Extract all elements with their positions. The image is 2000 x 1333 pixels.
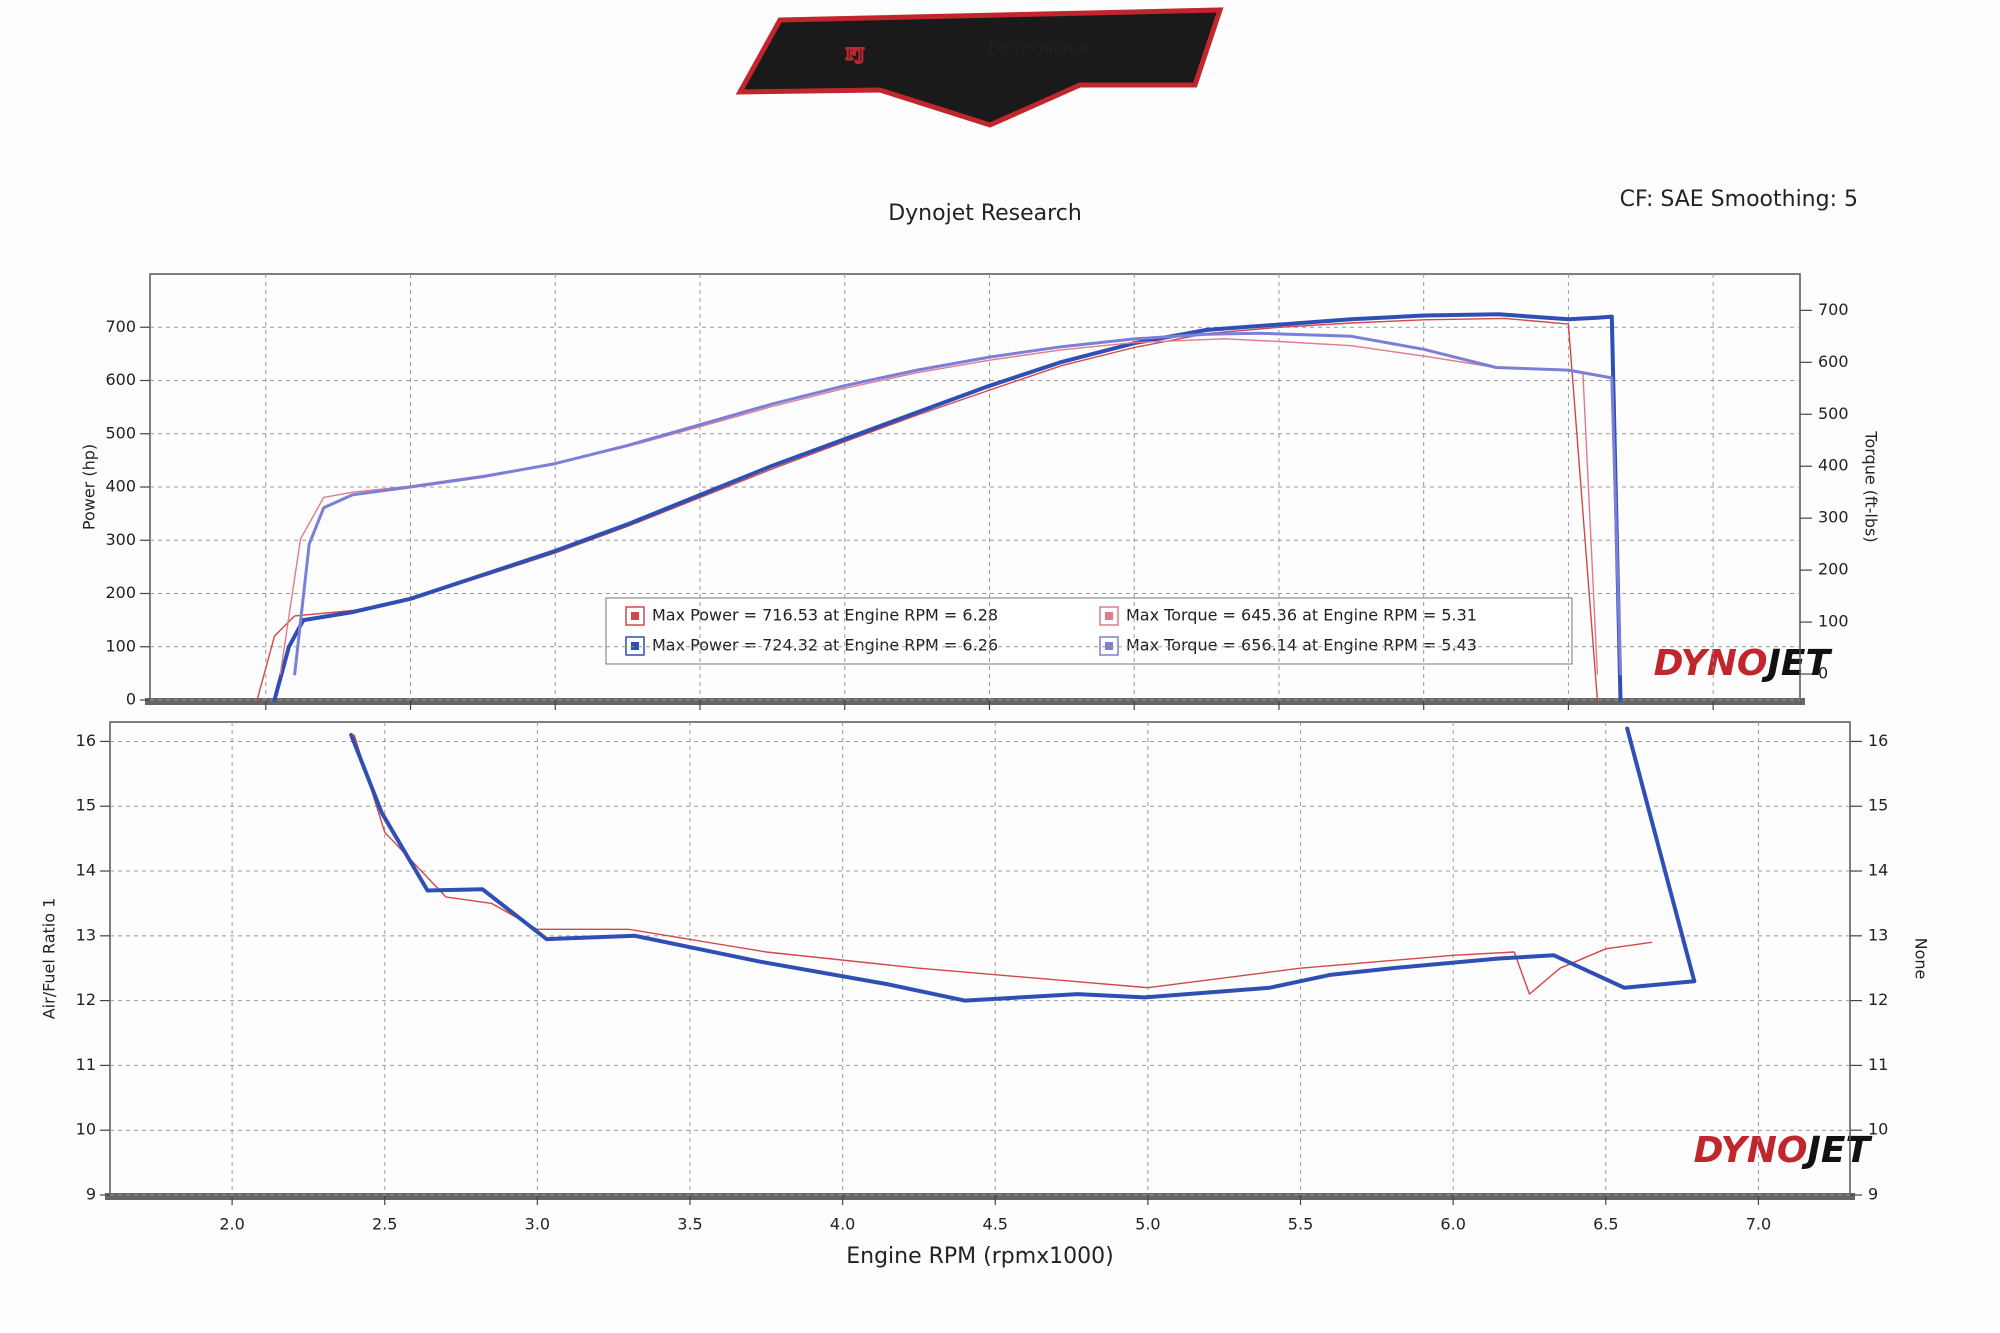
x-tick-label: 3.0 [525,1215,550,1234]
x-tick-label: 5.5 [1288,1215,1313,1234]
y-tick-label: 700 [105,317,136,336]
y-tick-label: 100 [105,636,136,655]
y2-tick-label: 15 [1868,796,1888,815]
y-tick-label: 0 [126,690,136,709]
series-line [349,726,1697,1003]
series-line [279,338,1599,675]
watermark-red: DYNO [1654,643,1768,684]
y2-tick-label: 16 [1868,731,1888,750]
watermark-black: JET [1761,643,1832,684]
y2-tick-label: 10 [1868,1120,1888,1139]
y2-tick-label: 9 [1868,1185,1878,1204]
logo-badge [735,7,1224,128]
series-line [353,734,1653,995]
legend-swatch-inner [631,612,639,620]
logo-main: FJ [846,45,865,64]
legend-swatch-inner [1105,612,1113,620]
y2-axis-label: Torque (ft-lbs) [1862,430,1881,542]
series-line [293,331,1622,676]
watermark: DYNOJET [1694,1130,1873,1171]
y2-tick-label: 500 [1818,404,1849,423]
y2-tick-label: 200 [1818,560,1849,579]
y2-axis-label: None [1912,938,1931,980]
y-tick-label: 300 [105,530,136,549]
x-tick-label: 4.5 [983,1215,1008,1234]
y2-tick-label: 100 [1818,612,1849,631]
x-tick-label: 4.0 [830,1215,855,1234]
y-axis-label: Power (hp) [80,444,99,530]
y-tick-label: 14 [76,861,96,880]
x-tick-label: 3.5 [677,1215,702,1234]
y2-tick-label: 300 [1818,508,1849,527]
legend: Max Power = 716.53 at Engine RPM = 6.28 M… [605,597,1573,665]
legend-label: Max Torque = 656.14 at Engine RPM = 5.43 [1126,636,1477,655]
y2-tick-label: 600 [1818,352,1849,371]
y-tick-label: 11 [76,1055,96,1074]
logo: FJ Performance [735,7,1224,128]
x-tick-label: 5.0 [1135,1215,1160,1234]
y2-tick-label: 14 [1868,861,1888,880]
y-tick-label: 400 [105,477,136,496]
legend-label: Max Torque = 645.36 at Engine RPM = 5.31 [1126,606,1477,625]
legend-swatch-inner [631,642,639,650]
y-tick-label: 9 [86,1185,96,1204]
y2-tick-label: 12 [1868,990,1888,1009]
y2-tick-label: 0 [1818,664,1828,683]
y2-tick-label: 700 [1818,300,1849,319]
legend-label: Max Power = 716.53 at Engine RPM = 6.28 [652,606,998,625]
watermark: DYNOJET [1654,643,1833,684]
x-tick-label: 6.5 [1593,1215,1618,1234]
x-tick-label: 7.0 [1746,1215,1771,1234]
watermark-black: JET [1801,1130,1872,1171]
series-line [272,312,1623,702]
y2-tick-label: 400 [1818,456,1849,475]
y-tick-label: 12 [76,990,96,1009]
y-tick-label: 15 [76,796,96,815]
y-tick-label: 16 [76,731,96,750]
y-tick-label: 600 [105,370,136,389]
legend-label: Max Power = 724.32 at Engine RPM = 6.26 [652,636,998,655]
x-tick-label: 6.0 [1440,1215,1465,1234]
header-title: Dynojet Research [888,201,1082,226]
y2-tick-label: 13 [1868,925,1888,944]
y2-tick-label: 11 [1868,1055,1888,1074]
y-tick-label: 13 [76,925,96,944]
y-tick-label: 500 [105,423,136,442]
y-tick-label: 10 [76,1120,96,1139]
logo-script: Performance [987,38,1092,57]
legend-swatch-inner [1105,642,1113,650]
watermark-red: DYNO [1694,1130,1808,1171]
y-axis-label: Air/Fuel Ratio 1 [40,898,59,1020]
x-axis-bar [105,1193,1855,1200]
x-axis-bar [145,698,1805,705]
legend-box [605,597,1573,665]
x-tick-label: 2.0 [219,1215,244,1234]
x-axis-label: Engine RPM (rpmx1000) [846,1244,1114,1269]
x-tick-label: 2.5 [372,1215,397,1234]
y-tick-label: 200 [105,583,136,602]
header-settings: CF: SAE Smoothing: 5 [1620,187,1858,212]
